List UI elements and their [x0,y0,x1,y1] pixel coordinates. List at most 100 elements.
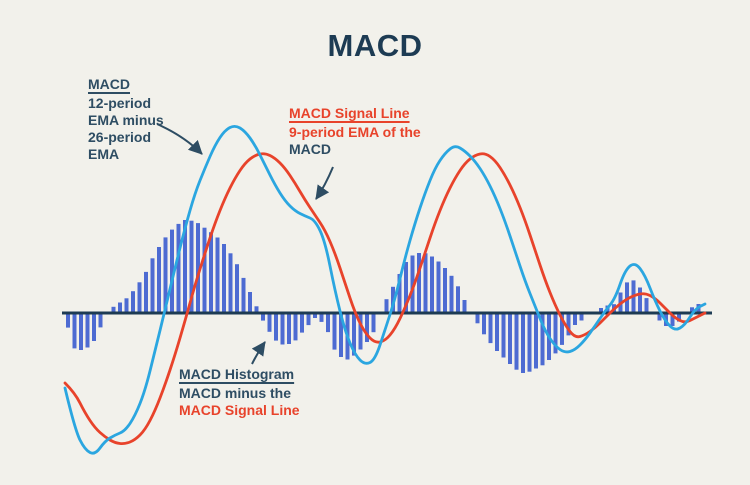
histogram-bar [163,237,168,313]
histogram-bar [371,313,376,333]
histogram-bar [410,255,415,313]
macd-label-arrow [156,123,203,155]
histogram-bar [566,313,571,336]
histogram-bar [287,313,291,344]
histogram-bar [579,313,584,321]
histogram-bar [274,313,278,341]
histogram-bar [423,253,428,314]
histogram-bar [118,302,122,313]
histogram-bar [144,271,148,313]
histogram-bar [677,313,681,322]
histogram-bar [501,313,506,358]
histogram-bar [430,256,434,313]
histogram-bar [462,300,467,313]
histogram-bar [79,313,83,350]
histogram-bar [196,223,200,313]
histogram-bar [261,313,265,321]
histogram-bar [573,313,577,325]
histogram-bar [475,313,480,324]
histogram-bar [248,292,252,313]
histogram-bar [436,261,441,313]
histogram-bar [313,313,317,318]
histogram-bar [111,306,116,313]
histogram-bar [352,313,356,356]
histogram-annotation-body-line2: MACD Signal Line [179,402,300,418]
histogram-bars [66,220,701,373]
histogram-bar [449,275,454,313]
signal-annotation-body-line2: MACD [289,141,331,157]
histogram-label-arrow [251,341,266,365]
histogram-bar [690,307,694,313]
page-title: MACD [327,28,423,63]
histogram-bar [534,313,538,369]
histogram-bar [137,282,142,314]
histogram-bar [657,313,662,321]
histogram-bar [599,308,603,313]
histogram-bar [293,313,298,341]
histogram-bar [488,313,493,344]
histogram-bar [189,220,194,313]
histogram-bar [300,313,304,333]
signal-annotation-body-line1: 9-period EMA of the [289,124,421,140]
histogram-bar [228,253,233,313]
histogram-bar [365,313,369,342]
histogram-bar [280,313,285,345]
histogram-bar [66,313,70,328]
histogram-bar [456,286,460,313]
histogram-annotation-body-line1: MACD minus the [179,385,291,401]
signal-annotation-heading: MACD Signal Line [289,105,410,121]
histogram-bar [326,313,330,333]
histogram-bar [521,313,525,373]
histogram-bar [495,313,499,351]
histogram-bar [215,237,220,313]
histogram-bar [92,313,96,341]
macd-annotation-heading: MACD [88,76,130,92]
histogram-bar [644,298,649,313]
histogram-bar [150,258,155,314]
histogram-bar [508,313,512,364]
histogram-bar [235,264,239,313]
histogram-bar [670,313,675,326]
histogram-bar [560,313,564,345]
signal-label-arrow [315,166,334,200]
histogram-annotation: MACD Histogram MACD minus the MACD Signa… [179,366,344,419]
histogram-bar [540,313,545,366]
histogram-bar [202,227,207,313]
histogram-bar [306,313,311,326]
histogram-bar [417,253,421,313]
histogram-bar [85,313,90,348]
histogram-bar [404,262,408,313]
histogram-bar [319,313,324,322]
histogram-bar [72,313,77,349]
histogram-bar [124,298,129,313]
histogram-bar [170,229,174,313]
histogram-bar [339,313,343,357]
histogram-bar [176,223,181,313]
histogram-bar [183,220,187,313]
histogram-bar [98,313,103,328]
macd-line [63,124,707,455]
histogram-bar [209,232,213,313]
histogram-bar [443,268,447,313]
histogram-bar [384,299,389,313]
histogram-bar [267,313,272,332]
signal-annotation: MACD Signal Line 9-period EMA of the MAC… [289,105,469,158]
histogram-bar [222,244,226,313]
histogram-annotation-heading: MACD Histogram [179,366,295,382]
histogram-bar [241,277,246,313]
macd-annotation-body: 12-period EMA minus 26-period EMA [88,95,164,162]
histogram-bar [527,313,532,372]
histogram-bar [358,313,363,350]
histogram-bar [482,313,486,335]
macd-annotation: MACD 12-period EMA minus 26-period EMA [88,76,176,163]
histogram-bar [332,313,337,350]
histogram-bar [131,291,135,313]
histogram-bar [254,306,259,313]
histogram-bar [638,287,642,313]
histogram-bar [397,274,402,313]
histogram-bar [553,313,558,354]
histogram-bar [514,313,519,370]
